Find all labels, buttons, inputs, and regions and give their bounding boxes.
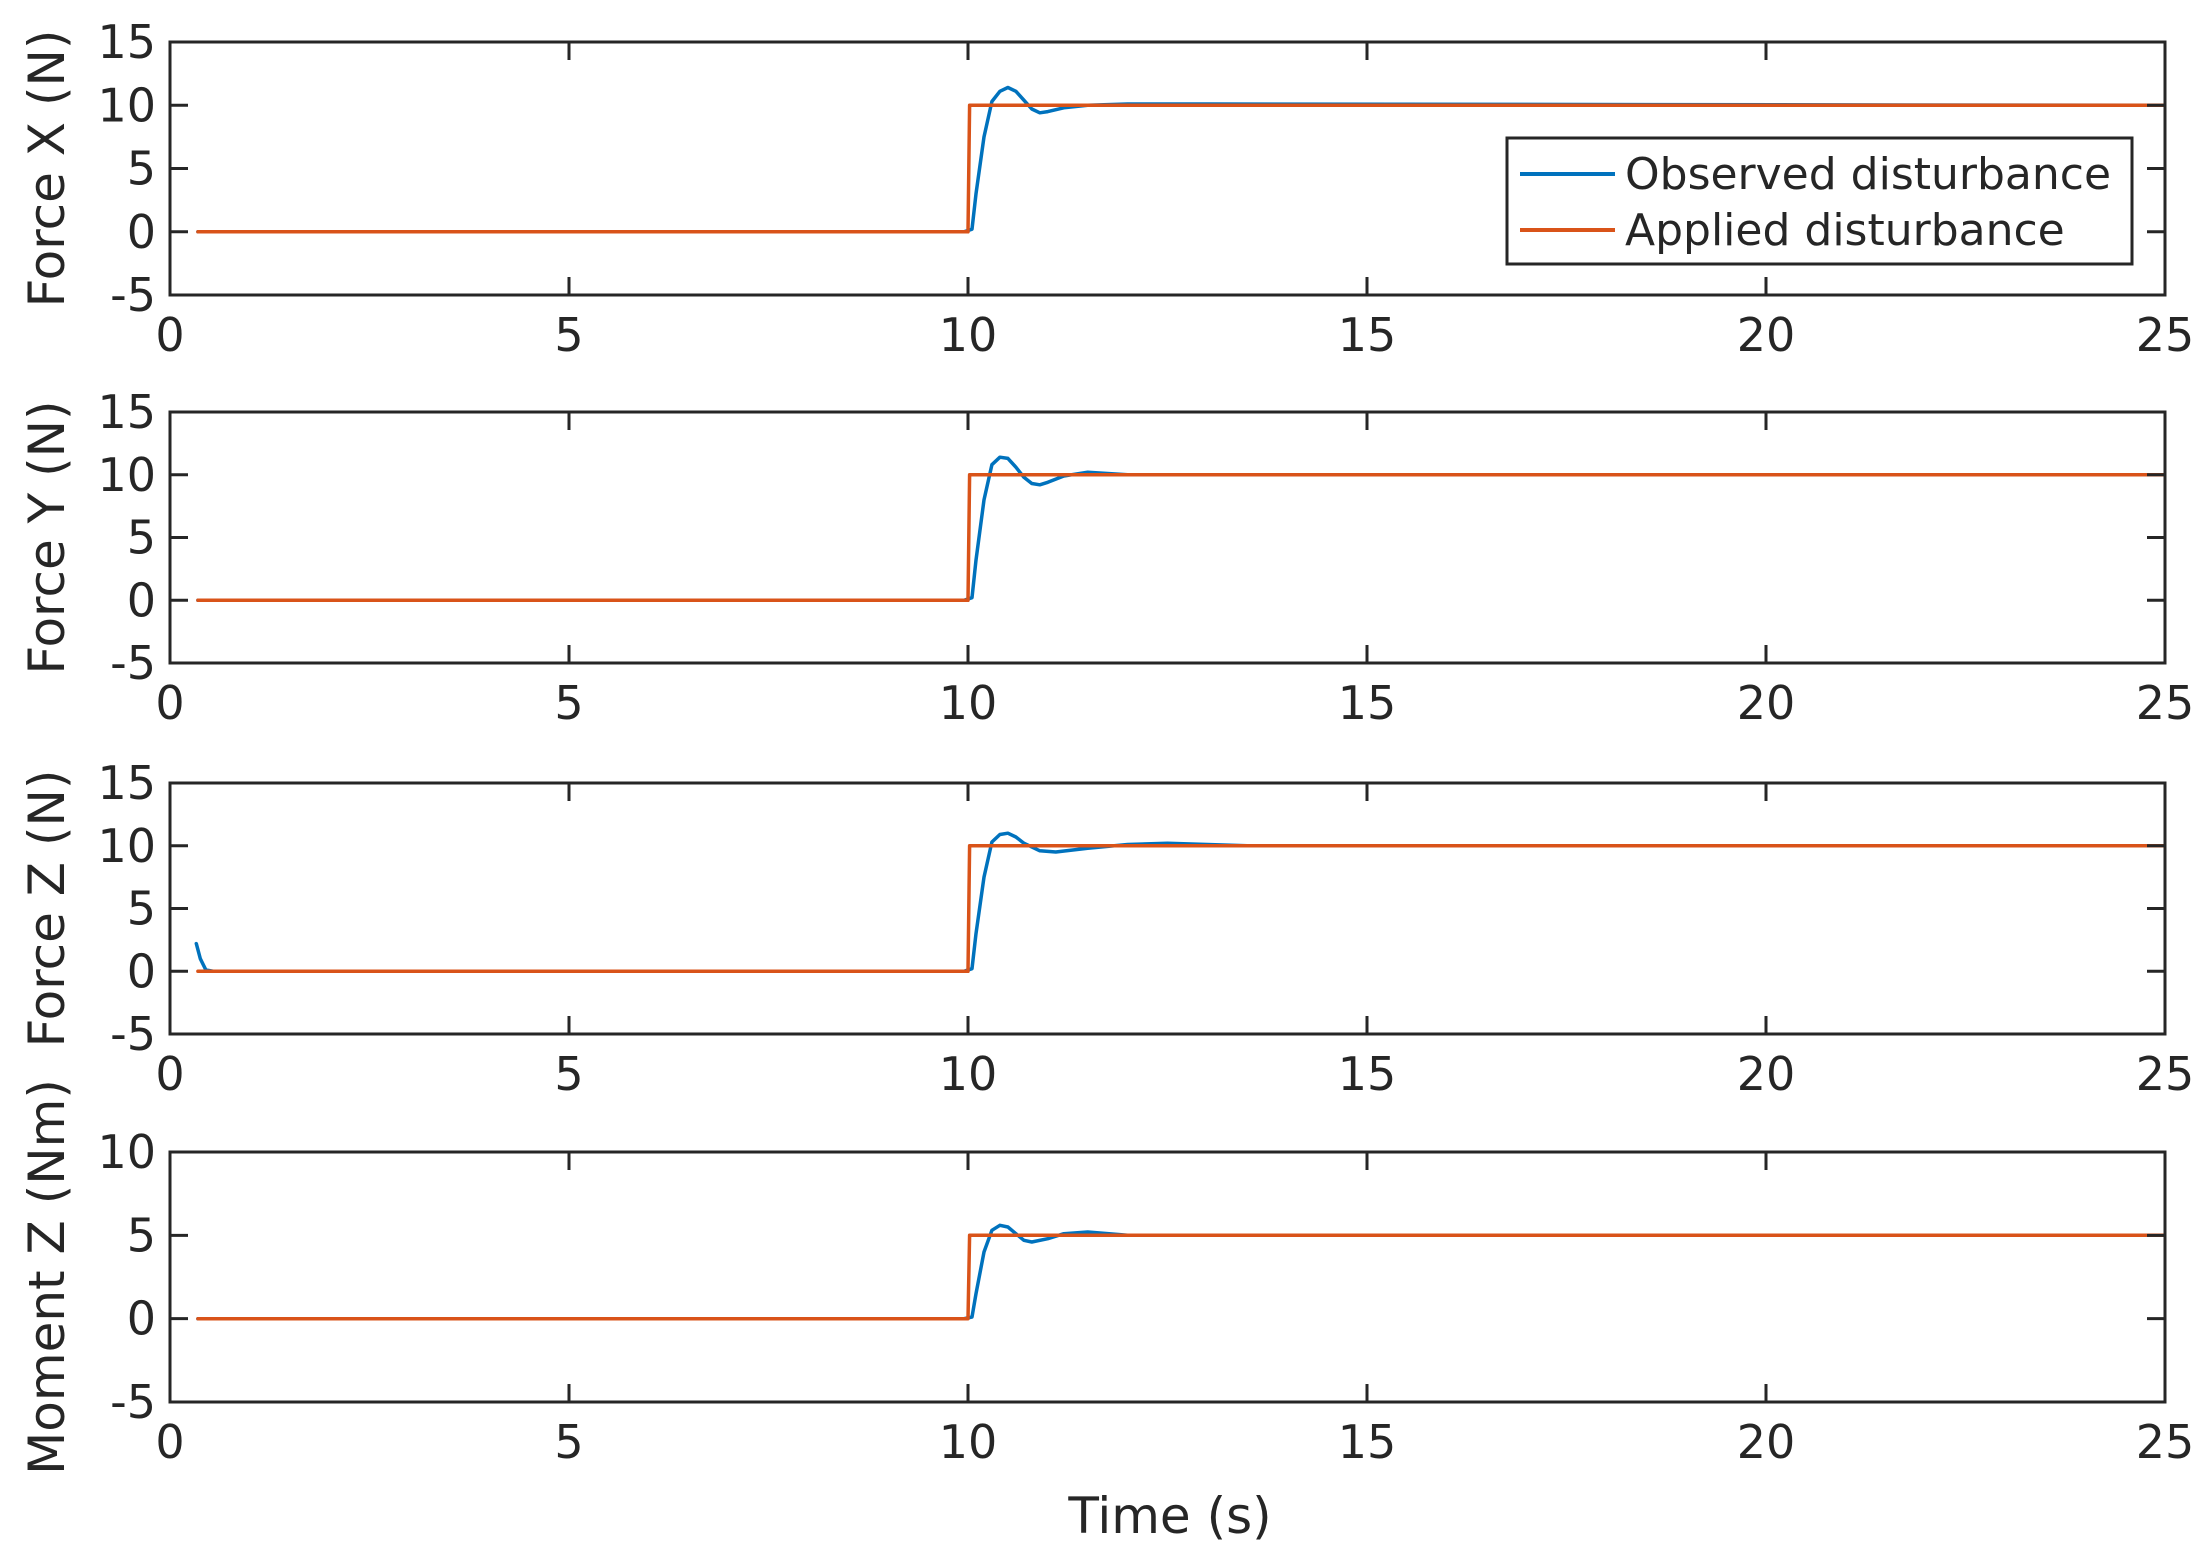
- y-tick-label: 0: [127, 944, 156, 998]
- y-tick-label: 5: [127, 511, 156, 565]
- y-tick-label: 10: [97, 448, 156, 502]
- series-applied-disturbance: [196, 1233, 2165, 1321]
- series-applied-disturbance: [196, 103, 2165, 234]
- x-tick-label: 20: [1737, 1047, 1796, 1101]
- series-group: [194, 831, 2165, 974]
- x-tick-label: 25: [2136, 676, 2195, 730]
- y-tick-label: 10: [97, 819, 156, 873]
- x-tick-label: 10: [939, 1047, 998, 1101]
- series-group: [196, 455, 2165, 603]
- y-tick-label: -5: [110, 268, 156, 322]
- x-tick-label: 0: [155, 1047, 184, 1101]
- x-tick-label: 10: [939, 1415, 998, 1469]
- y-tick-label: 5: [127, 142, 156, 196]
- plot-area: [170, 783, 2165, 1034]
- x-tick-label: 15: [1338, 676, 1397, 730]
- y-tick-label: -5: [110, 1007, 156, 1061]
- x-tick-label: 10: [939, 308, 998, 362]
- y-axis-label: Force Y (N): [18, 400, 76, 674]
- y-tick-label: 0: [127, 1292, 156, 1346]
- x-tick-label: 5: [554, 676, 583, 730]
- x-tick-label: 25: [2136, 1047, 2195, 1101]
- y-tick-label: 15: [97, 385, 156, 439]
- x-tick-label: 10: [939, 676, 998, 730]
- plot-area: [170, 1152, 2165, 1402]
- y-tick-label: 15: [97, 756, 156, 810]
- x-tick-label: 15: [1338, 1415, 1397, 1469]
- legend-label-applied: Applied disturbance: [1625, 205, 2065, 256]
- axes-box: [168, 1150, 2167, 1404]
- x-axis-label: Time (s): [1067, 1487, 1271, 1545]
- plot-area: [170, 412, 2165, 663]
- x-tick-label: 25: [2136, 308, 2195, 362]
- y-axis-label: Force Z (N): [18, 770, 76, 1048]
- x-tick-label: 20: [1737, 308, 1796, 362]
- x-tick-label: 0: [155, 676, 184, 730]
- series-group: [196, 85, 2165, 234]
- legend: Observed disturbance Applied disturbance: [1505, 136, 2134, 266]
- y-tick-label: -5: [110, 1375, 156, 1429]
- y-tick-label: 10: [97, 78, 156, 132]
- y-tick-label: 0: [127, 205, 156, 259]
- y-tick-label: 15: [97, 15, 156, 69]
- series-observed-disturbance: [196, 1223, 2165, 1321]
- y-axis-label: Moment Z (Nm): [18, 1079, 76, 1475]
- x-tick-label: 20: [1737, 1415, 1796, 1469]
- y-tick-label: -5: [110, 636, 156, 690]
- legend-box: [1505, 136, 2134, 266]
- y-tick-label: 5: [127, 882, 156, 936]
- series-group: [196, 1223, 2165, 1321]
- y-axis-label: Force X (N): [18, 30, 76, 308]
- y-tick-label: 5: [127, 1208, 156, 1262]
- x-tick-label: 25: [2136, 1415, 2195, 1469]
- x-tick-label: 0: [155, 308, 184, 362]
- x-tick-label: 15: [1338, 308, 1397, 362]
- x-tick-label: 5: [554, 1415, 583, 1469]
- legend-label-observed: Observed disturbance: [1625, 149, 2111, 200]
- y-tick-label: 10: [97, 1125, 156, 1179]
- series-applied-disturbance: [196, 844, 2165, 974]
- series-applied-disturbance: [196, 473, 2165, 603]
- x-tick-label: 20: [1737, 676, 1796, 730]
- y-tick-label: 0: [127, 573, 156, 627]
- x-tick-label: 5: [554, 1047, 583, 1101]
- x-tick-label: 15: [1338, 1047, 1397, 1101]
- x-tick-label: 5: [554, 308, 583, 362]
- x-tick-label: 0: [155, 1415, 184, 1469]
